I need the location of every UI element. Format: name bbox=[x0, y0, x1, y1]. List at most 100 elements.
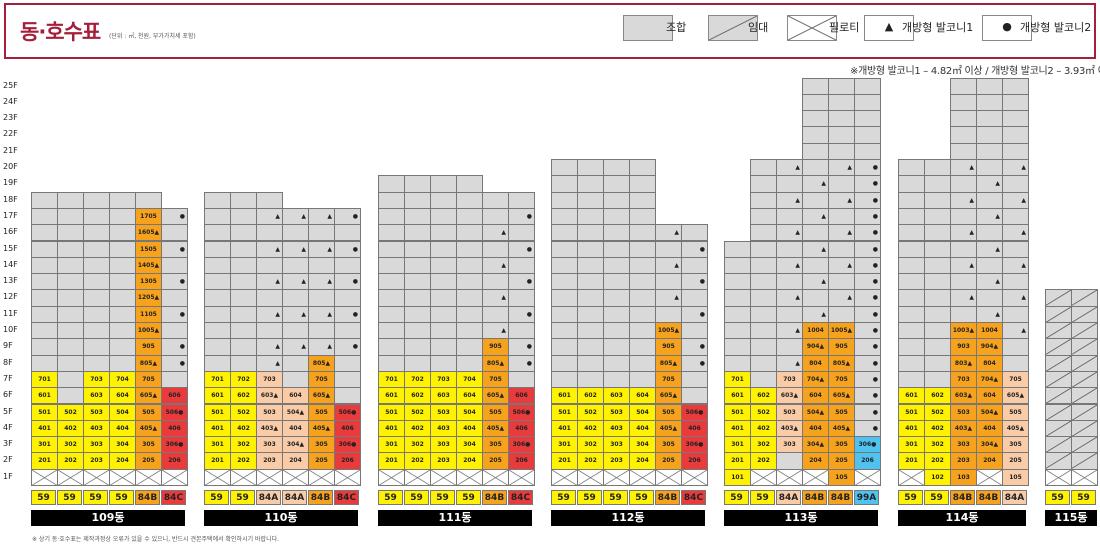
unit-cell bbox=[924, 224, 951, 242]
unit-cell bbox=[404, 338, 431, 356]
legend-label: 개방형 발코니1 bbox=[902, 21, 974, 34]
unit-cell bbox=[83, 224, 110, 242]
unit-cell bbox=[603, 159, 630, 177]
piloti-cell bbox=[57, 468, 84, 486]
unit-cell-1005▲: 1005▲ bbox=[135, 322, 162, 340]
unit-cell bbox=[57, 370, 84, 389]
legend-label: 개방형 발코니2 bbox=[1020, 21, 1092, 34]
unit-cell bbox=[378, 354, 405, 372]
unit-cell bbox=[456, 207, 483, 226]
unit-cell bbox=[204, 289, 231, 307]
unit-cell: ▲ bbox=[308, 240, 335, 258]
triangle-icon: ▲ bbox=[1021, 261, 1026, 269]
dot-icon: ● bbox=[526, 310, 532, 318]
triangle-icon: ▲ bbox=[847, 229, 852, 237]
unit-cell bbox=[430, 191, 457, 209]
unit-cell-204: 204 bbox=[456, 452, 483, 470]
unit-cell-305: 305 bbox=[308, 436, 335, 454]
unit-cell-203: 203 bbox=[83, 452, 110, 470]
unit-type-label: 59 bbox=[31, 490, 56, 505]
dot-icon: ● bbox=[872, 424, 878, 432]
unit-type-label: 59 bbox=[577, 490, 602, 505]
triangle-icon: ▲ bbox=[969, 229, 974, 237]
unit-cell bbox=[1002, 77, 1029, 95]
unit-cell-303: 303 bbox=[83, 436, 110, 454]
unit-cell bbox=[950, 110, 977, 128]
unit-cell bbox=[57, 240, 84, 258]
unit-cell: ▲ bbox=[776, 289, 803, 307]
unit-cell bbox=[750, 175, 777, 193]
triangle-icon: ▲ bbox=[795, 196, 800, 204]
piloti-cell bbox=[308, 468, 335, 486]
piloti-cell bbox=[603, 468, 630, 486]
unit-cell bbox=[802, 256, 829, 275]
unit-cell bbox=[577, 273, 604, 291]
triangle-icon: ▲ bbox=[847, 294, 852, 302]
unit-cell bbox=[828, 273, 855, 291]
unit-cell bbox=[802, 224, 829, 242]
unit-type-label: 59 bbox=[629, 490, 654, 505]
unit-cell bbox=[603, 256, 630, 275]
unit-cell-501: 501 bbox=[724, 403, 751, 421]
floor-label: 5F bbox=[3, 406, 13, 416]
unit-cell: ● bbox=[508, 338, 535, 356]
unit-cell-604: 604 bbox=[109, 387, 136, 405]
unit-cell-204: 204 bbox=[629, 452, 656, 470]
unit-cell: ▲ bbox=[256, 207, 283, 226]
triangle-icon: ▲ bbox=[501, 294, 506, 302]
unit-cell bbox=[551, 273, 578, 291]
unit-cell bbox=[109, 207, 136, 226]
unit-cell: ● bbox=[334, 273, 361, 291]
triangle-icon: ▲ bbox=[847, 261, 852, 269]
unit-cell bbox=[924, 240, 951, 258]
unit-cell-705: 705 bbox=[655, 370, 682, 389]
unit-cell-805▲: 805▲ bbox=[655, 354, 682, 372]
unit-cell-403: 403 bbox=[603, 419, 630, 438]
unit-cell-405▲: 405▲ bbox=[1002, 419, 1029, 438]
unit-cell-404: 404 bbox=[282, 419, 309, 438]
page-title: 동·호수표 bbox=[20, 20, 101, 44]
unit-type-label: 84A bbox=[282, 490, 307, 505]
unit-cell-203: 203 bbox=[430, 452, 457, 470]
unit-cell bbox=[724, 338, 751, 356]
unit-cell-403: 403 bbox=[83, 419, 110, 438]
unit-cell bbox=[204, 191, 231, 209]
unit-cell bbox=[256, 289, 283, 307]
unit-cell: ● bbox=[854, 370, 881, 389]
dot-icon: ● bbox=[872, 359, 878, 367]
unit-cell-905: 905 bbox=[135, 338, 162, 356]
unit-cell-304▲: 304▲ bbox=[976, 436, 1003, 454]
unit-cell bbox=[482, 240, 509, 258]
unit-cell-803▲: 803▲ bbox=[950, 354, 977, 372]
unit-cell: ▲ bbox=[1002, 322, 1029, 340]
unit-cell bbox=[57, 207, 84, 226]
unit-cell: ● bbox=[854, 305, 881, 323]
unit-cell bbox=[681, 256, 708, 275]
unit-cell bbox=[404, 322, 431, 340]
unit-cell-401: 401 bbox=[724, 419, 751, 438]
unit-type-label: 84B bbox=[482, 490, 507, 505]
unit-cell bbox=[577, 159, 604, 177]
unit-cell-505: 505 bbox=[655, 403, 682, 421]
unit-cell bbox=[629, 322, 656, 340]
unit-cell bbox=[430, 256, 457, 275]
unit-cell-905: 905 bbox=[482, 338, 509, 356]
unit-cell: ▲ bbox=[802, 305, 829, 323]
unit-cell bbox=[456, 322, 483, 340]
unit-cell-703: 703 bbox=[430, 370, 457, 389]
triangle-icon: ▲ bbox=[674, 261, 679, 269]
unit-type-label: 84C bbox=[508, 490, 533, 505]
floor-label: 11F bbox=[3, 308, 18, 318]
unit-cell-502: 502 bbox=[924, 403, 951, 421]
unit-cell-601: 601 bbox=[31, 387, 58, 405]
unit-cell bbox=[854, 93, 881, 112]
unit-cell-301: 301 bbox=[204, 436, 231, 454]
dot-icon: ● bbox=[352, 310, 358, 318]
unit-cell-304▲: 304▲ bbox=[802, 436, 829, 454]
unit-cell-601: 601 bbox=[898, 387, 925, 405]
unit-cell bbox=[898, 175, 925, 193]
unit-cell bbox=[976, 159, 1003, 177]
unit-cell: ● bbox=[681, 305, 708, 323]
unit-cell bbox=[109, 191, 136, 209]
unit-cell bbox=[109, 224, 136, 242]
